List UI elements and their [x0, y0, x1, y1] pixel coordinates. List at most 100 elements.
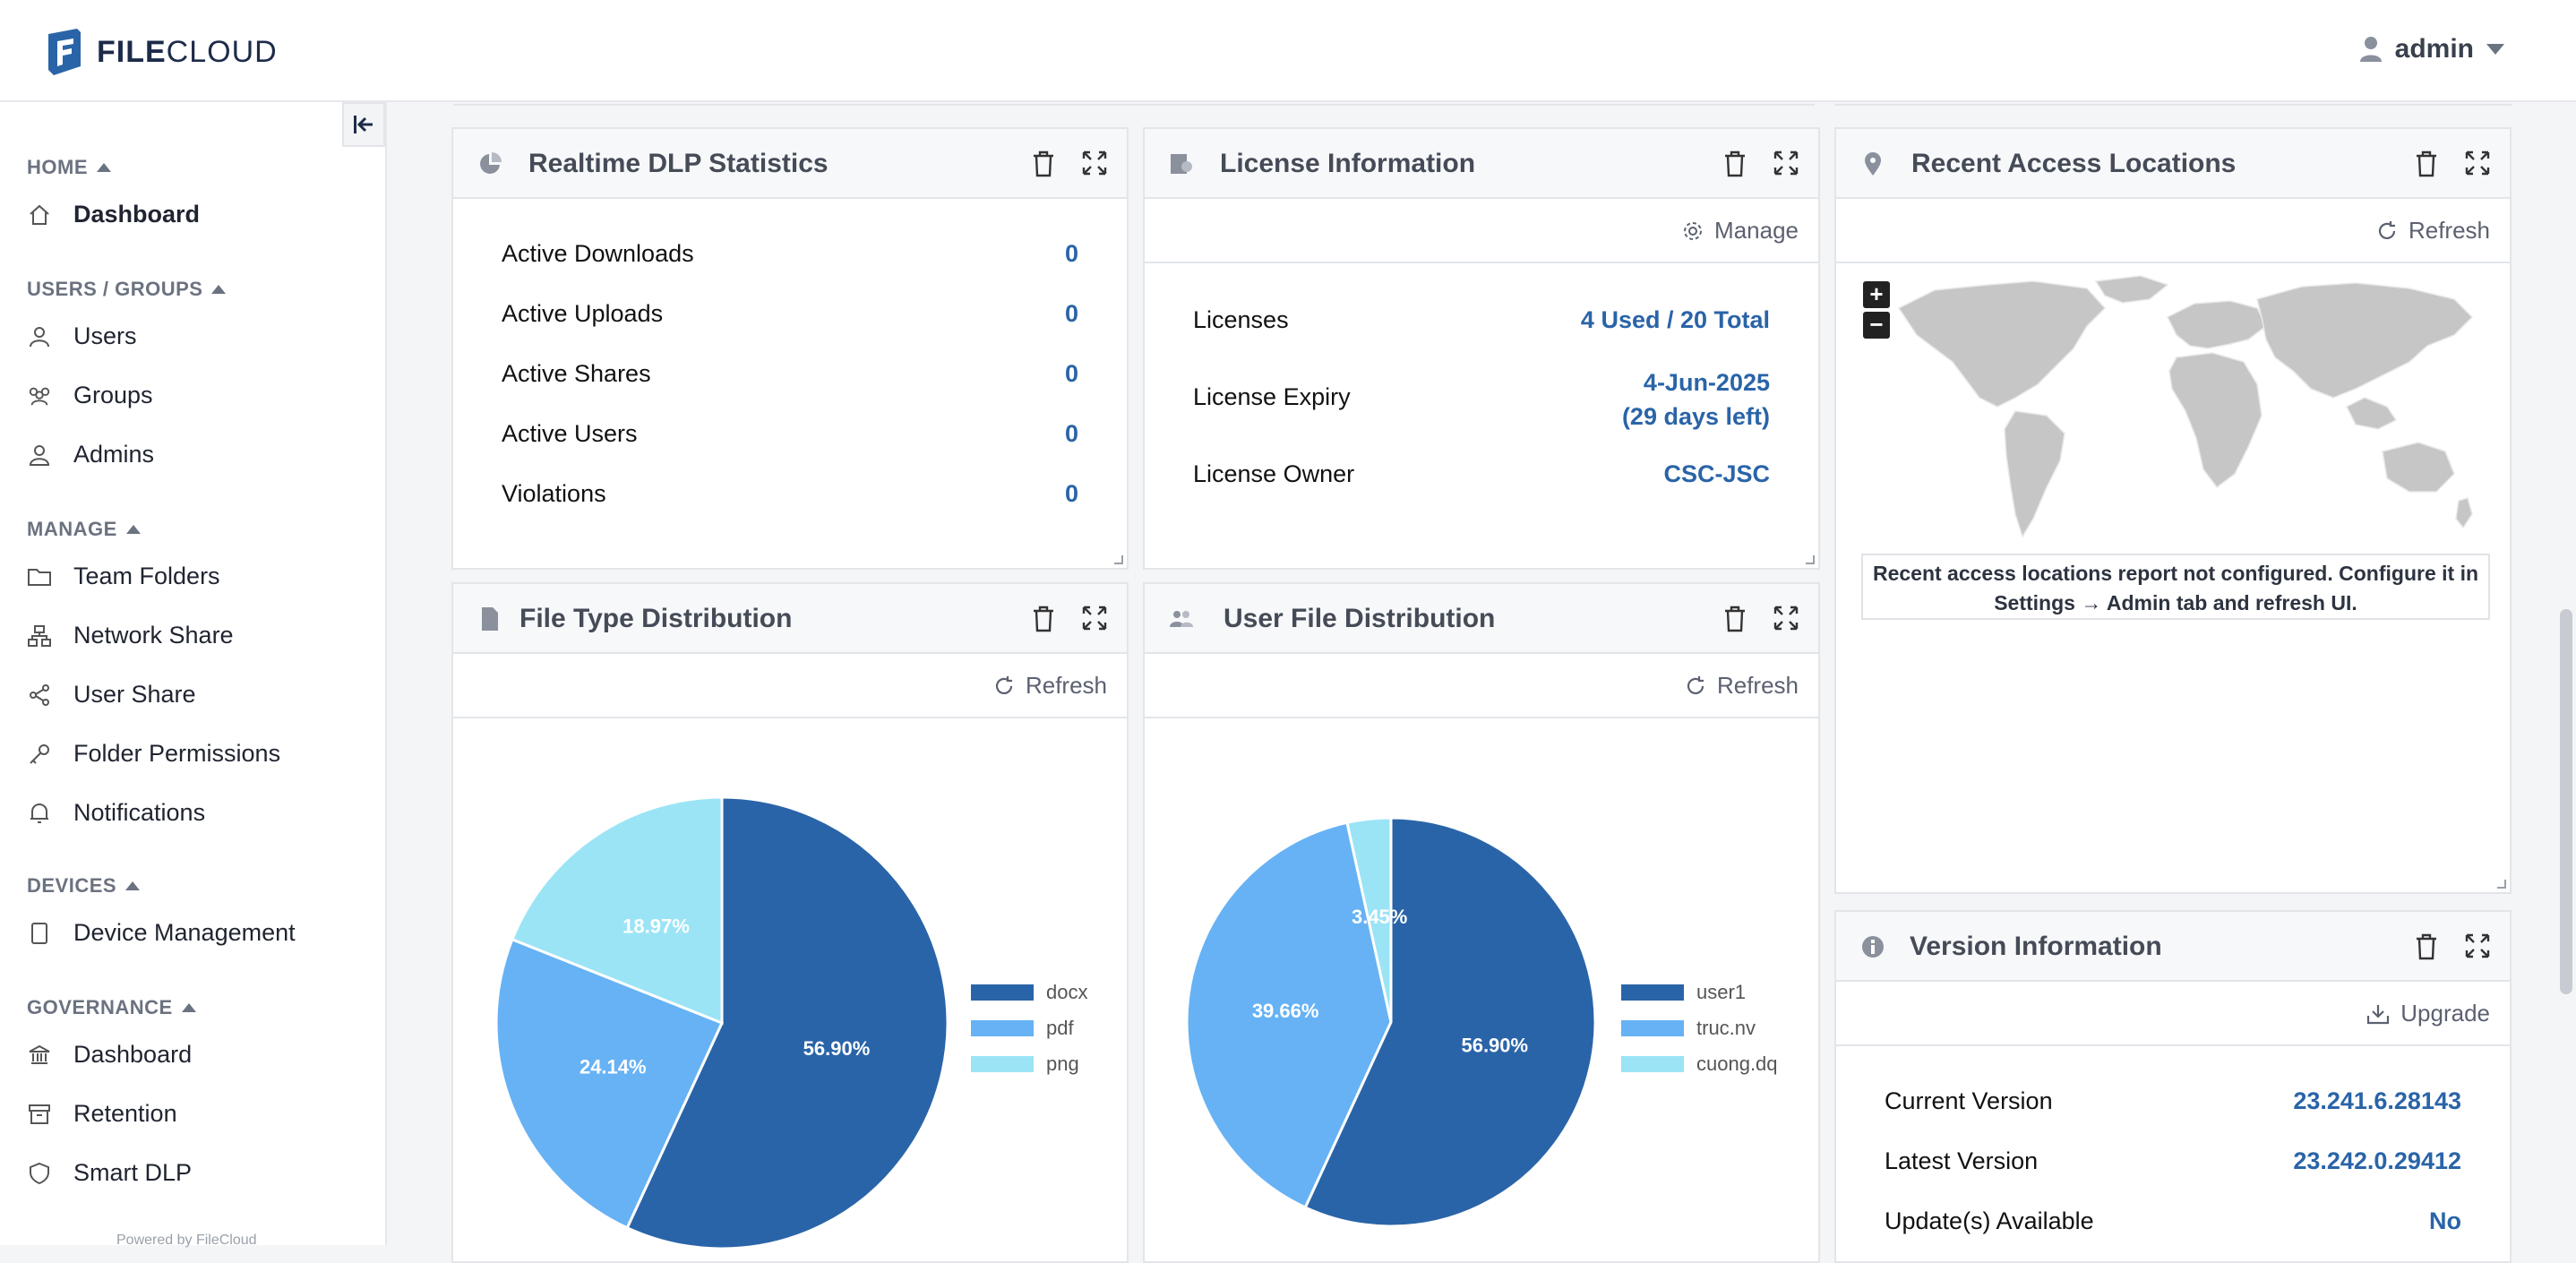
- card-edge: [453, 100, 1815, 106]
- filecloud-logo[interactable]: FILECLOUD: [45, 27, 278, 77]
- sidebar-item-governance-dashboard[interactable]: Dashboard: [27, 1041, 192, 1069]
- chart-legend: docx pdf png: [971, 975, 1087, 1082]
- sidebar-item-team-folders[interactable]: Team Folders: [27, 563, 220, 590]
- stat-row: Active Uploads 0: [502, 300, 1078, 327]
- version-row: Current Version 23.241.6.28143: [1885, 1087, 2461, 1114]
- trash-icon[interactable]: [2415, 933, 2438, 960]
- sidebar-item-admins[interactable]: Admins: [27, 441, 154, 468]
- card-toolbar: Refresh: [1145, 654, 1818, 718]
- card-title: User File Distribution: [1224, 604, 1496, 633]
- pie-slice-png[interactable]: [510, 795, 724, 1026]
- refresh-button[interactable]: Refresh: [2376, 217, 2490, 245]
- user-menu[interactable]: admin: [2359, 34, 2504, 64]
- map-zoom-in-button[interactable]: +: [1863, 281, 1890, 308]
- file-type-pie-chart[interactable]: 56.90% 24.14% 18.97%: [489, 790, 955, 1256]
- refresh-button[interactable]: Refresh: [1685, 672, 1799, 700]
- expand-icon[interactable]: [1773, 606, 1799, 631]
- expand-icon[interactable]: [1082, 606, 1107, 631]
- trash-icon[interactable]: [1723, 150, 1747, 177]
- user-file-pie-chart[interactable]: 56.90% 39.66% 3.45%: [1181, 812, 1610, 1242]
- sidebar-item-device-management[interactable]: Device Management: [27, 919, 296, 947]
- trash-icon[interactable]: [2415, 150, 2438, 177]
- upgrade-button[interactable]: Upgrade: [2366, 1000, 2490, 1027]
- expand-icon[interactable]: [1082, 150, 1107, 176]
- collapse-icon: [354, 116, 373, 133]
- version-information-card: Version Information Upgrade Current Vers…: [1834, 910, 2512, 1263]
- folder-icon: [27, 564, 52, 589]
- card-title: Version Information: [1910, 932, 2162, 961]
- sidebar-item-network-share[interactable]: Network Share: [27, 622, 234, 649]
- map-zoom-out-button[interactable]: −: [1863, 312, 1890, 339]
- section-home[interactable]: HOME: [27, 156, 111, 179]
- pie-slice-label: 24.14%: [580, 1056, 647, 1078]
- key-icon: [27, 742, 52, 767]
- pie-slice-label: 56.90%: [1461, 1034, 1528, 1056]
- license-card: License Information Manage Licenses 4 Use…: [1143, 127, 1820, 570]
- world-map[interactable]: [1881, 263, 2490, 550]
- card-toolbar: Refresh: [1836, 199, 2510, 263]
- sidebar: HOME Dashboard USERS / GROUPS Users Grou…: [0, 102, 387, 1248]
- legend-item[interactable]: cuong.dq: [1621, 1046, 1778, 1082]
- shield-icon: [27, 1161, 52, 1186]
- sidebar-item-folder-permissions[interactable]: Folder Permissions: [27, 740, 280, 768]
- section-users-groups[interactable]: USERS / GROUPS: [27, 278, 227, 301]
- pie-slice-truc.nv[interactable]: [1185, 821, 1393, 1209]
- sidebar-item-dashboard[interactable]: Dashboard: [27, 201, 200, 228]
- sidebar-item-user-share[interactable]: User Share: [27, 681, 196, 709]
- section-manage[interactable]: MANAGE: [27, 518, 141, 541]
- sidebar-item-retention[interactable]: Retention: [27, 1100, 177, 1128]
- manage-button[interactable]: Manage: [1682, 217, 1799, 245]
- card-header: Recent Access Locations: [1836, 129, 2510, 199]
- download-icon: [2367, 1004, 2390, 1024]
- card-toolbar: Upgrade: [1836, 982, 2510, 1046]
- stat-row: Active Shares 0: [502, 360, 1078, 387]
- legend-item[interactable]: png: [971, 1046, 1087, 1082]
- pie-slice-pdf[interactable]: [494, 937, 725, 1230]
- version-row: Update(s) Available No: [1885, 1207, 2461, 1234]
- trash-icon[interactable]: [1032, 606, 1055, 632]
- device-icon: [27, 921, 52, 946]
- expand-icon[interactable]: [2465, 150, 2490, 176]
- refresh-icon: [2378, 220, 2396, 239]
- resize-handle[interactable]: [2497, 880, 2506, 889]
- legend-item[interactable]: user1: [1621, 975, 1778, 1010]
- section-governance[interactable]: GOVERNANCE: [27, 996, 196, 1019]
- logo-text: FILECLOUD: [97, 34, 278, 69]
- pie-slice-label: 39.66%: [1252, 1000, 1319, 1022]
- bank-icon: [27, 1043, 52, 1068]
- file-icon: [482, 607, 498, 631]
- trash-icon[interactable]: [1723, 606, 1747, 632]
- powered-by: Powered by FileCloud: [116, 1233, 257, 1248]
- legend-item[interactable]: docx: [971, 975, 1087, 1010]
- resize-handle[interactable]: [1114, 555, 1123, 564]
- trash-icon[interactable]: [1032, 150, 1055, 177]
- expand-icon[interactable]: [1773, 150, 1799, 176]
- refresh-icon: [1687, 675, 1704, 694]
- pie-slice-cuong.dq[interactable]: [1345, 816, 1393, 1023]
- sidebar-item-users[interactable]: Users: [27, 322, 137, 350]
- admin-icon: [27, 442, 52, 468]
- legend-item[interactable]: truc.nv: [1621, 1010, 1778, 1046]
- sidebar-item-smart-dlp[interactable]: Smart DLP: [27, 1159, 192, 1187]
- refresh-button[interactable]: Refresh: [993, 672, 1107, 700]
- card-edge: [1834, 100, 2512, 106]
- archive-icon: [27, 1102, 52, 1127]
- pie-slice-user1[interactable]: [1303, 816, 1597, 1228]
- chevron-up-icon: [125, 525, 141, 534]
- collapse-sidebar-button[interactable]: [342, 102, 385, 147]
- user-name: admin: [2394, 34, 2474, 64]
- info-icon: [1862, 936, 1884, 958]
- chevron-up-icon: [125, 881, 141, 890]
- sidebar-item-groups[interactable]: Groups: [27, 382, 153, 409]
- resize-handle[interactable]: [1806, 555, 1815, 564]
- expand-icon[interactable]: [2465, 933, 2490, 958]
- section-devices[interactable]: DEVICES: [27, 874, 141, 898]
- bell-icon: [27, 801, 52, 826]
- stat-row: Active Downloads 0: [502, 240, 1078, 267]
- chevron-up-icon: [211, 285, 227, 294]
- page-scrollbar[interactable]: [2560, 609, 2572, 994]
- sidebar-item-notifications[interactable]: Notifications: [27, 799, 205, 827]
- legend-item[interactable]: pdf: [971, 1010, 1087, 1046]
- groups-icon: [27, 383, 52, 408]
- card-toolbar: Refresh: [453, 654, 1127, 718]
